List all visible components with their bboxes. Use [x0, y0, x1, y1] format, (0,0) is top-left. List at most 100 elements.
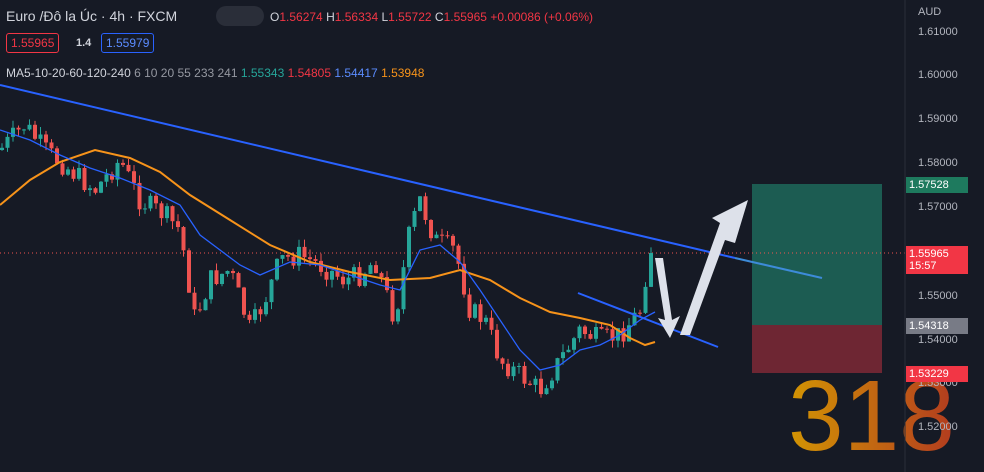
- candle: [38, 134, 43, 139]
- candles: [0, 119, 653, 398]
- candle: [5, 136, 10, 148]
- candle: [187, 250, 191, 293]
- status-pill[interactable]: [216, 6, 264, 26]
- candle: [456, 245, 461, 264]
- candle: [396, 309, 400, 322]
- candle: [225, 270, 230, 274]
- candle: [495, 329, 499, 359]
- candle: [231, 270, 235, 274]
- candle: [132, 171, 136, 183]
- candle: [176, 221, 180, 228]
- candle: [121, 162, 125, 165]
- candle: [517, 365, 521, 367]
- candle: [594, 327, 598, 339]
- candle: [385, 277, 389, 291]
- candle: [319, 260, 323, 272]
- symbol: Euro /Đô la Úc · 4h · FXCM: [6, 8, 178, 24]
- candle: [302, 246, 307, 258]
- candle: [522, 365, 527, 384]
- buy-button[interactable]: 1.55979: [101, 33, 155, 53]
- candle: [291, 256, 296, 266]
- candle: [649, 252, 653, 287]
- candle: [143, 208, 147, 210]
- price-tick: 1.58000: [918, 157, 958, 169]
- price-tick: 1.59000: [918, 113, 958, 125]
- candle: [110, 174, 114, 180]
- candle: [0, 147, 4, 150]
- price-tick: 1.52000: [918, 421, 958, 433]
- candle: [484, 317, 488, 322]
- arrow-down: [655, 258, 680, 338]
- currency: AUD: [918, 6, 942, 18]
- candle: [214, 270, 219, 285]
- ma-blue: [0, 129, 656, 371]
- price-tick: 1.54000: [918, 334, 958, 346]
- candle: [357, 267, 362, 286]
- candle: [561, 352, 565, 359]
- ma-value: 1.54805: [287, 66, 331, 80]
- candle: [60, 163, 65, 175]
- entry-label: 1.54318: [906, 318, 968, 334]
- candle: [165, 206, 169, 219]
- candle: [264, 302, 268, 315]
- candle: [610, 329, 615, 341]
- price-tick: 1.57000: [918, 201, 958, 213]
- candle: [236, 273, 241, 288]
- candle: [341, 276, 345, 285]
- candle: [99, 181, 103, 193]
- countdown: 15:57: [909, 260, 937, 272]
- current-price: 1.55965: [909, 248, 949, 260]
- candle: [308, 257, 312, 260]
- candle: [49, 142, 54, 149]
- candle: [71, 169, 76, 179]
- candle: [440, 234, 444, 236]
- candle: [192, 292, 197, 310]
- candle: [539, 378, 543, 395]
- candle: [445, 235, 450, 237]
- candle: [93, 188, 98, 193]
- candle: [198, 309, 202, 311]
- channel-line: [577, 292, 719, 348]
- trendline-ext: [734, 257, 823, 279]
- candle: [368, 265, 373, 274]
- c-label: C: [434, 10, 444, 24]
- sell-button[interactable]: 1.55965: [6, 33, 60, 53]
- candle: [462, 263, 466, 295]
- change: +0.00086 (+0.06%): [490, 10, 594, 24]
- candle: [203, 299, 208, 311]
- l-label: L: [381, 10, 389, 24]
- candle: [44, 134, 48, 143]
- candle: [467, 294, 472, 318]
- candle: [286, 255, 290, 257]
- candle: [247, 314, 252, 320]
- candle: [429, 219, 433, 239]
- candle: [528, 383, 532, 385]
- candle: [126, 164, 131, 172]
- candle: [577, 326, 582, 339]
- candle: [258, 309, 263, 315]
- candle: [550, 380, 554, 389]
- candle: [500, 358, 505, 364]
- ma-value: 1.54417: [334, 66, 378, 80]
- candle: [209, 270, 213, 300]
- candle: [104, 174, 109, 182]
- indicator-name: MA5-10-20-60-120-240: [6, 66, 131, 80]
- open: 1.56274: [279, 10, 323, 24]
- ma-orange: [0, 148, 656, 347]
- target-label: 1.57528: [906, 177, 968, 193]
- candle: [374, 265, 378, 274]
- candle: [181, 227, 186, 251]
- candle: [605, 328, 609, 330]
- ma-value: 1.53948: [381, 66, 425, 80]
- candle: [137, 182, 142, 210]
- candle: [242, 287, 246, 315]
- candle: [88, 188, 92, 191]
- candle: [154, 195, 158, 204]
- candle: [418, 196, 422, 212]
- candle: [11, 127, 15, 137]
- price-tick: 1.55000: [918, 290, 958, 302]
- candle: [638, 312, 642, 314]
- candle: [566, 349, 571, 353]
